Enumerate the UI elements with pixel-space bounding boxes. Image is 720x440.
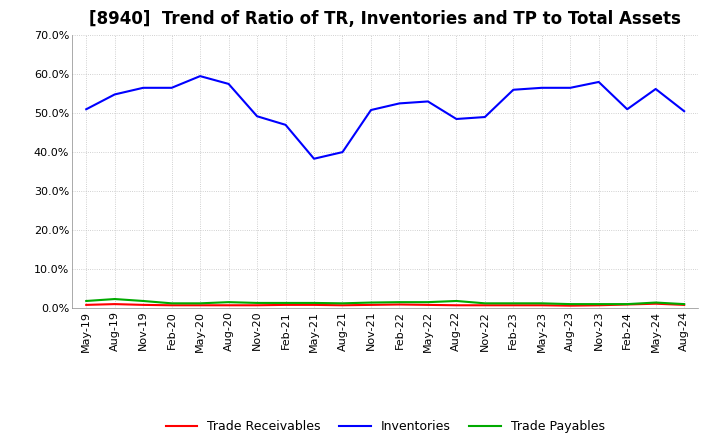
Trade Receivables [110, 301, 119, 307]
Trade Payables [623, 301, 631, 307]
Trade Payables [82, 298, 91, 304]
Trade Payables [680, 301, 688, 307]
Trade Receivables [395, 302, 404, 307]
Trade Payables [196, 301, 204, 306]
Trade Payables [139, 298, 148, 304]
Legend: Trade Receivables, Inventories, Trade Payables: Trade Receivables, Inventories, Trade Pa… [161, 415, 610, 438]
Trade Payables [167, 301, 176, 306]
Trade Receivables [196, 303, 204, 308]
Trade Payables [338, 301, 347, 306]
Trade Receivables [82, 302, 91, 308]
Inventories [338, 150, 347, 155]
Trade Receivables [509, 303, 518, 308]
Inventories [509, 87, 518, 92]
Inventories [652, 86, 660, 92]
Trade Payables [566, 301, 575, 307]
Trade Receivables [480, 303, 489, 308]
Trade Receivables [423, 302, 432, 308]
Trade Receivables [595, 303, 603, 308]
Inventories [196, 73, 204, 79]
Trade Receivables [652, 301, 660, 306]
Trade Payables [225, 300, 233, 305]
Trade Receivables [680, 302, 688, 308]
Trade Receivables [566, 303, 575, 308]
Inventories [595, 79, 603, 84]
Inventories [253, 114, 261, 119]
Inventories [452, 116, 461, 121]
Trade Payables [395, 300, 404, 305]
Trade Receivables [139, 302, 148, 308]
Inventories [310, 156, 318, 161]
Trade Payables [509, 301, 518, 306]
Title: [8940]  Trend of Ratio of TR, Inventories and TP to Total Assets: [8940] Trend of Ratio of TR, Inventories… [89, 10, 681, 28]
Trade Payables [282, 300, 290, 305]
Line: Inventories: Inventories [86, 76, 684, 159]
Trade Receivables [225, 303, 233, 308]
Inventories [680, 109, 688, 114]
Trade Payables [595, 301, 603, 307]
Inventories [366, 107, 375, 113]
Trade Receivables [452, 303, 461, 308]
Trade Payables [480, 301, 489, 306]
Trade Receivables [623, 302, 631, 307]
Trade Payables [652, 300, 660, 305]
Inventories [225, 81, 233, 87]
Trade Payables [537, 301, 546, 306]
Line: Trade Payables: Trade Payables [86, 299, 684, 304]
Inventories [480, 114, 489, 120]
Trade Payables [366, 300, 375, 305]
Inventories [395, 101, 404, 106]
Inventories [623, 106, 631, 112]
Trade Payables [310, 300, 318, 305]
Inventories [139, 85, 148, 91]
Trade Payables [423, 300, 432, 305]
Inventories [423, 99, 432, 104]
Trade Receivables [338, 303, 347, 308]
Inventories [537, 85, 546, 91]
Trade Receivables [537, 303, 546, 308]
Inventories [110, 92, 119, 97]
Inventories [82, 106, 91, 112]
Trade Receivables [282, 302, 290, 308]
Trade Payables [253, 300, 261, 305]
Trade Receivables [366, 302, 375, 308]
Line: Trade Receivables: Trade Receivables [86, 304, 684, 306]
Trade Receivables [253, 303, 261, 308]
Inventories [566, 85, 575, 91]
Trade Receivables [167, 303, 176, 308]
Trade Receivables [310, 302, 318, 308]
Trade Payables [452, 298, 461, 304]
Inventories [282, 122, 290, 128]
Inventories [167, 85, 176, 91]
Trade Payables [110, 297, 119, 302]
